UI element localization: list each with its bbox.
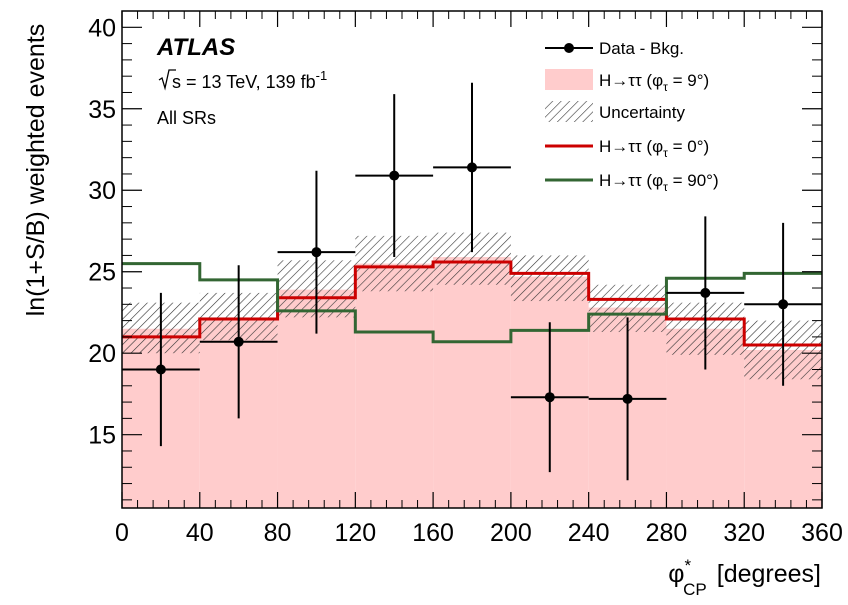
y-tick-label-1: 20 [88, 340, 116, 368]
axes [121, 10, 823, 509]
series-line-phi90 [122, 262, 822, 344]
x-tick-label-2: 80 [264, 519, 292, 547]
atlas-label: ATLAS [156, 34, 235, 61]
legend-entry-signal-fill: H→ττ (φτ = 9°) [545, 69, 709, 94]
sqrt-symbol [158, 69, 176, 91]
legend-entry-data: Data - Bkg. [545, 39, 684, 58]
uncertainty-band-5 [510, 255, 589, 302]
x-axis-sup: * [685, 556, 692, 575]
data-point-0 [155, 364, 166, 375]
x-axis-symbol: φ [668, 560, 684, 588]
data-point-8 [778, 299, 789, 310]
energy-text: s = 13 TeV, 139 fb [172, 72, 316, 92]
region-label: All SRs [157, 108, 216, 128]
svg-text:Uncertainty: Uncertainty [599, 103, 685, 122]
data-point-2 [311, 247, 322, 258]
x-tick-label-8: 320 [723, 519, 765, 547]
legend: Data - Bkg. H→ττ (φτ = 9°) Uncertainty H… [545, 39, 719, 194]
plot-frame [121, 10, 823, 509]
energy-label: s = 13 TeV, 139 fb-1 [158, 68, 327, 92]
y-tick-label-0: 15 [88, 422, 116, 450]
x-tick-label-9: 360 [801, 519, 843, 547]
x-axis-unit: [degrees] [717, 560, 821, 588]
signal-bar-4 [433, 257, 511, 508]
signal-bar-3 [355, 263, 434, 508]
data-point-6 [622, 393, 633, 404]
y-axis-label: ln(1+S/B) weighted events [22, 24, 50, 317]
x-tick-label-6: 240 [568, 519, 610, 547]
data-point-5 [544, 392, 555, 403]
x-tick-label-5: 200 [490, 519, 532, 547]
y-tick-label-4: 35 [88, 96, 116, 124]
data-point-7 [700, 287, 711, 298]
x-tick-label-0: 0 [115, 519, 129, 547]
x-tick-label-4: 160 [412, 519, 454, 547]
svg-text:H→ττ (φτ = 9°): H→ττ (φτ = 9°) [599, 71, 709, 94]
x-axis-sub: CP [683, 580, 707, 599]
data-point-4 [467, 162, 477, 173]
tick-labels: 0 40 80 120 160 200 240 280 320 360 15 20 25 30 35 40 [88, 14, 843, 547]
y-tick-label-2: 25 [88, 259, 116, 287]
legend-entry-phi90: H→ττ (φτ = 90°) [545, 171, 719, 194]
data-point-1 [233, 336, 244, 347]
plot-area [122, 82, 822, 508]
series-line-phi0 [122, 260, 822, 347]
data-point-3 [389, 170, 400, 181]
y-tick-label-3: 30 [88, 177, 116, 205]
x-tick-label-3: 120 [334, 519, 376, 547]
svg-text:Data - Bkg.: Data - Bkg. [599, 39, 684, 58]
legend-entry-uncertainty: Uncertainty [545, 101, 685, 122]
legend-entry-phi0: H→ττ (φτ = 0°) [545, 137, 709, 160]
svg-text:H→ττ (φτ = 90°): H→ττ (φτ = 90°) [599, 171, 719, 194]
x-tick-label-1: 40 [186, 519, 214, 547]
svg-text:H→ττ (φτ = 0°): H→ττ (φτ = 0°) [599, 137, 709, 160]
x-tick-label-7: 280 [646, 519, 688, 547]
energy-sup: -1 [316, 68, 328, 83]
svg-text:s = 13 TeV, 139 fb-1: s = 13 TeV, 139 fb-1 [172, 68, 327, 92]
x-axis-label: φ* CP [degrees] [668, 556, 821, 599]
y-tick-label-5: 40 [88, 14, 116, 42]
